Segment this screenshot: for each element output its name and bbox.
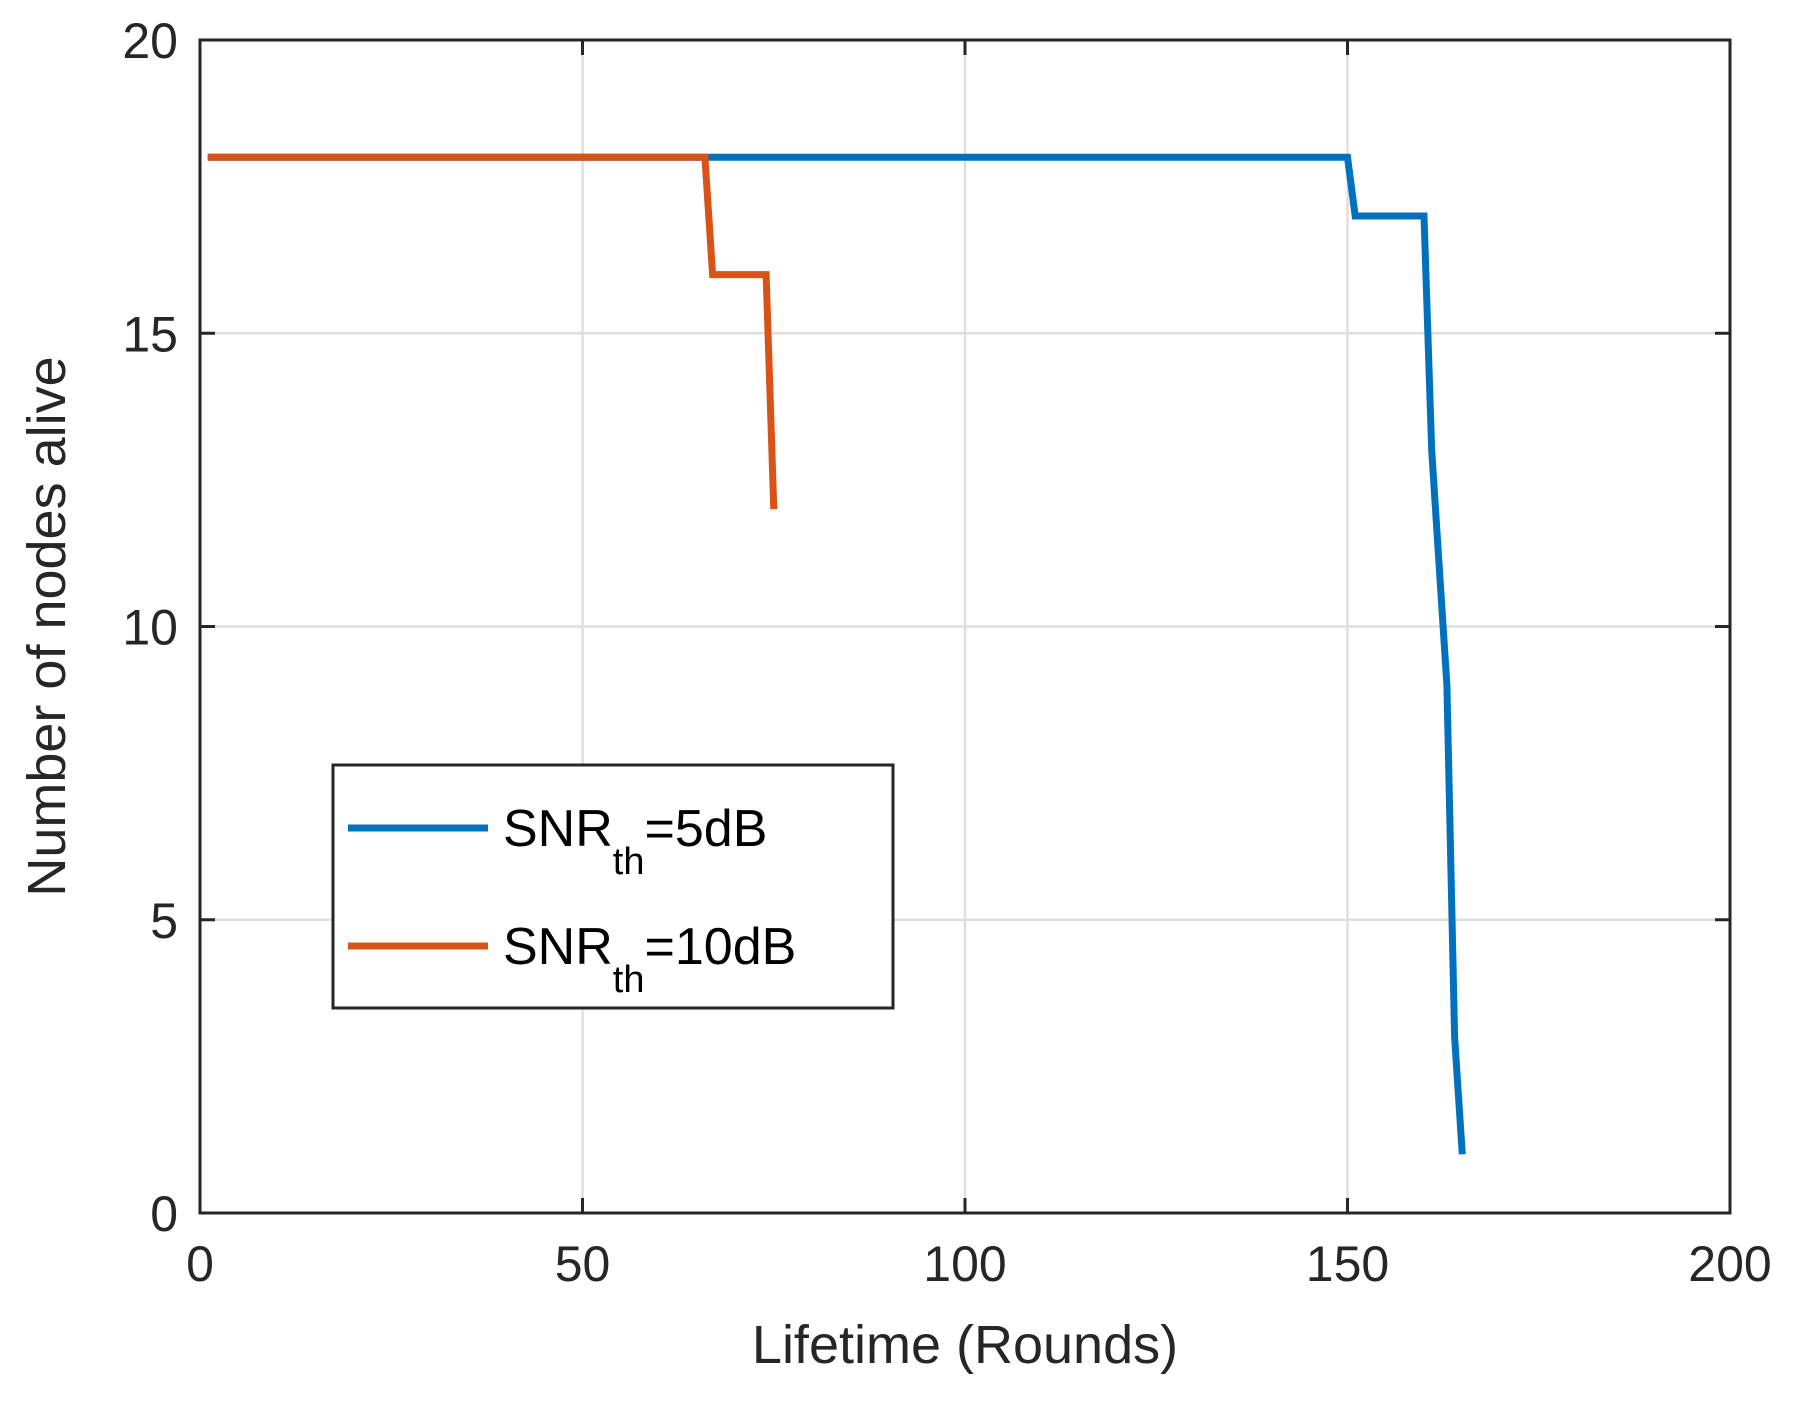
- x-tick-label: 50: [555, 1236, 611, 1292]
- y-tick-label: 20: [122, 13, 178, 69]
- series-lines: [207, 153, 1466, 1155]
- legend: SNRth=5dB SNRth=10dB: [331, 763, 895, 1010]
- series-line: [207, 153, 778, 510]
- x-tick-label: 0: [186, 1236, 214, 1292]
- tick-labels: 0 50 100 150 200 0 5 10 15 20: [122, 13, 1771, 1292]
- y-tick-label: 15: [122, 306, 178, 362]
- y-tick-label: 5: [150, 893, 178, 949]
- x-tick-label: 100: [923, 1236, 1006, 1292]
- axis-ticks: [198, 38, 1732, 1215]
- legend-entry: SNRth=10dB: [503, 918, 796, 1001]
- y-axis-label: Number of nodes alive: [17, 356, 77, 896]
- y-tick-label: 0: [150, 1186, 178, 1242]
- legend-box: [331, 763, 895, 1010]
- y-tick-label: 10: [122, 600, 178, 656]
- series-line: [207, 153, 1466, 1155]
- x-tick-label: 200: [1688, 1236, 1771, 1292]
- x-tick-label: 150: [1306, 1236, 1389, 1292]
- legend-entry: SNRth=5dB: [503, 800, 767, 883]
- grid-lines: [198, 38, 1732, 1215]
- x-axis-label: Lifetime (Rounds): [752, 1315, 1178, 1375]
